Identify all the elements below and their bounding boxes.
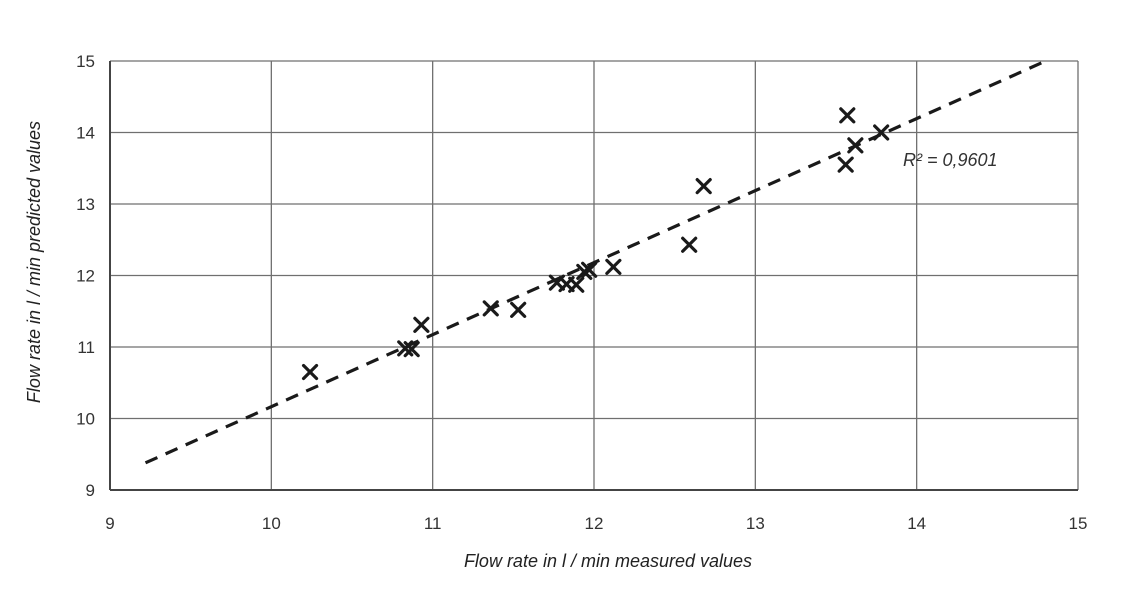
- x-tick-label: 12: [585, 514, 604, 533]
- x-tick-label: 9: [105, 514, 114, 533]
- y-tick-label: 12: [76, 267, 95, 286]
- y-tick-label: 13: [76, 195, 95, 214]
- data-point: [510, 301, 527, 318]
- y-axis-title: Flow rate in l / min predicted values: [24, 121, 44, 403]
- trendline: [144, 60, 1044, 465]
- x-axis-title: Flow rate in l / min measured values: [464, 551, 752, 571]
- x-tick-label: 13: [746, 514, 765, 533]
- data-point: [847, 137, 864, 154]
- y-tick-label: 10: [76, 410, 95, 429]
- x-tick-labels: 9 10 11 12 13 14 15: [105, 514, 1087, 533]
- y-tick-label: 11: [77, 338, 95, 357]
- data-point: [873, 124, 890, 141]
- data-point: [839, 107, 856, 124]
- y-tick-label: 14: [76, 124, 95, 143]
- data-points: [301, 107, 890, 381]
- data-point: [695, 178, 712, 195]
- data-point: [482, 300, 499, 317]
- data-point: [581, 261, 598, 278]
- data-point: [413, 316, 430, 333]
- y-tick-label: 15: [76, 52, 95, 71]
- r-squared-annotation: R² = 0,9601: [903, 150, 998, 170]
- x-tick-label: 14: [907, 514, 926, 533]
- data-point: [837, 156, 854, 173]
- data-point: [403, 341, 420, 358]
- grid: [109, 60, 1079, 491]
- data-point: [681, 236, 698, 253]
- x-tick-label: 11: [424, 514, 442, 533]
- y-tick-label: 9: [86, 481, 95, 500]
- data-point: [605, 258, 622, 276]
- x-tick-label: 10: [262, 514, 281, 533]
- data-point: [301, 363, 319, 381]
- trendline-layer: [144, 60, 1044, 465]
- data-point: [568, 276, 585, 293]
- y-tick-labels: 9 10 11 12 13 14 15: [76, 52, 95, 500]
- x-tick-label: 15: [1069, 514, 1088, 533]
